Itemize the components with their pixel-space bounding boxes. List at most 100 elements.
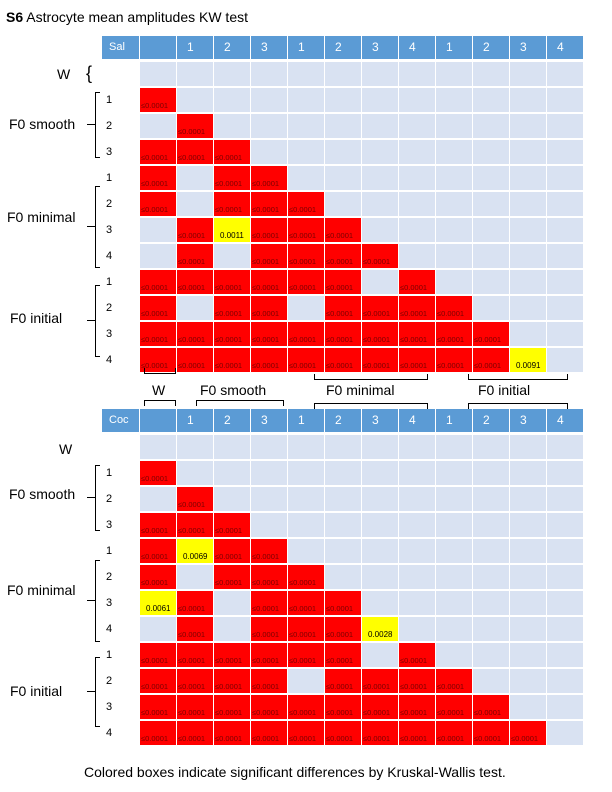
p-value: ≤0.0001 xyxy=(215,682,243,691)
p-value: ≤0.0001 xyxy=(252,552,280,561)
matrix-corner-label: Sal xyxy=(102,36,140,59)
matrix-corner-label: Coc xyxy=(102,409,140,432)
p-value: ≤0.0001 xyxy=(289,361,317,370)
row-label-f0-smooth-2: F0 smooth xyxy=(9,486,76,502)
p-value: ≤0.0001 xyxy=(363,682,391,691)
empty-cell xyxy=(399,114,436,139)
empty-cell xyxy=(140,435,177,460)
empty-cell xyxy=(547,88,584,113)
p-value: ≤0.0001 xyxy=(289,205,317,214)
significant-cell: ≤0.0001 xyxy=(140,270,177,295)
p-value: ≤0.0001 xyxy=(252,604,280,613)
empty-cell xyxy=(251,114,288,139)
significant-cell: ≤0.0001 xyxy=(325,643,362,668)
empty-cell xyxy=(510,192,547,217)
column-header: 4 xyxy=(399,409,436,432)
significant-cell: ≤0.0001 xyxy=(436,322,473,347)
p-value: ≤0.0001 xyxy=(326,335,354,344)
p-value: ≤0.0001 xyxy=(289,734,317,743)
row-index-label xyxy=(102,62,138,87)
empty-cell xyxy=(214,244,251,269)
empty-cell xyxy=(325,513,362,538)
significant-cell: ≤0.0001 xyxy=(214,565,251,590)
empty-cell xyxy=(473,591,510,616)
row-label-f0-initial-2: F0 initial xyxy=(10,683,63,699)
empty-cell xyxy=(473,461,510,486)
column-header: 4 xyxy=(547,36,584,59)
column-header: 1 xyxy=(288,36,325,59)
column-header: 3 xyxy=(362,36,399,59)
significant-cell: ≤0.0001 xyxy=(288,695,325,720)
significant-cell: ≤0.0001 xyxy=(140,461,177,486)
empty-cell xyxy=(325,565,362,590)
empty-cell xyxy=(362,166,399,191)
empty-cell xyxy=(510,461,547,486)
empty-cell xyxy=(325,88,362,113)
empty-cell xyxy=(251,88,288,113)
empty-cell xyxy=(251,487,288,512)
empty-cell xyxy=(436,192,473,217)
row-index-label: 3 xyxy=(102,591,138,616)
p-value: ≤0.0001 xyxy=(141,708,169,717)
empty-cell xyxy=(510,296,547,321)
significant-cell: ≤0.0001 xyxy=(251,244,288,269)
col-label-f0-smooth: F0 smooth xyxy=(200,382,267,398)
empty-cell xyxy=(399,166,436,191)
p-value: ≤0.0001 xyxy=(178,630,206,639)
p-value: ≤0.0001 xyxy=(400,283,428,292)
significant-cell: ≤0.0001 xyxy=(325,348,362,373)
empty-cell xyxy=(362,461,399,486)
column-header: 3 xyxy=(251,409,288,432)
empty-cell xyxy=(214,617,251,642)
p-value: ≤0.0001 xyxy=(326,630,354,639)
w-brace-icon: { xyxy=(86,63,93,83)
p-value: ≤0.0001 xyxy=(178,734,206,743)
empty-cell xyxy=(288,669,325,694)
p-value: ≤0.0001 xyxy=(215,361,243,370)
empty-cell xyxy=(177,88,214,113)
column-header: 1 xyxy=(177,36,214,59)
significant-cell: ≤0.0001 xyxy=(251,617,288,642)
significant-cell: ≤0.0001 xyxy=(399,721,436,746)
p-value: ≤0.0001 xyxy=(437,309,465,318)
p-value: ≤0.0001 xyxy=(215,526,243,535)
significant-cell: ≤0.0001 xyxy=(288,591,325,616)
p-value: ≤0.0001 xyxy=(400,708,428,717)
significant-cell: ≤0.0001 xyxy=(140,140,177,165)
empty-cell xyxy=(547,591,584,616)
empty-cell xyxy=(547,669,584,694)
empty-cell xyxy=(214,435,251,460)
row-index-label: 1 xyxy=(102,166,138,191)
p-value: ≤0.0001 xyxy=(289,708,317,717)
row-index-label: 2 xyxy=(102,296,138,321)
p-value: ≤0.0001 xyxy=(141,578,169,587)
empty-cell xyxy=(510,88,547,113)
p-value: ≤0.0001 xyxy=(141,552,169,561)
empty-cell xyxy=(436,218,473,243)
p-value: ≤0.0001 xyxy=(289,283,317,292)
column-header xyxy=(140,409,177,432)
empty-cell xyxy=(510,270,547,295)
row-label-w-2: W xyxy=(59,441,73,457)
column-header: 2 xyxy=(325,409,362,432)
p-value: ≤0.0001 xyxy=(437,335,465,344)
p-value: ≤0.0001 xyxy=(141,361,169,370)
p-value: ≤0.0001 xyxy=(215,283,243,292)
p-value: ≤0.0001 xyxy=(141,682,169,691)
empty-cell xyxy=(510,669,547,694)
significant-cell: ≤0.0001 xyxy=(214,643,251,668)
p-value: ≤0.0001 xyxy=(252,656,280,665)
empty-cell xyxy=(251,140,288,165)
significant-cell: ≤0.0001 xyxy=(177,114,214,139)
empty-cell xyxy=(547,114,584,139)
empty-cell xyxy=(177,565,214,590)
significant-cell: ≤0.0001 xyxy=(288,617,325,642)
significant-cell: ≤0.0001 xyxy=(325,617,362,642)
empty-cell xyxy=(177,62,214,87)
bracket-f0-minimal-2-icon xyxy=(87,560,100,642)
empty-cell xyxy=(473,270,510,295)
significant-cell: ≤0.0001 xyxy=(473,348,510,373)
p-value: ≤0.0001 xyxy=(400,361,428,370)
empty-cell xyxy=(362,591,399,616)
significant-cell: ≤0.0001 xyxy=(214,166,251,191)
